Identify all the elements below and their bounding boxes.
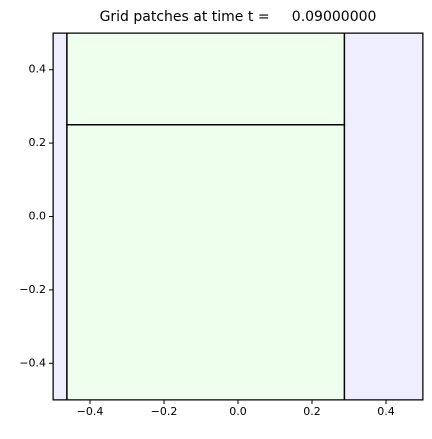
- grid-patch: [66, 124, 346, 400]
- x-tick-label: 0.4: [377, 405, 395, 418]
- y-tick-label: −0.4: [19, 356, 46, 369]
- y-tick-label: 0.4: [29, 63, 47, 76]
- x-tick-label: −0.4: [77, 405, 104, 418]
- y-tick-label: 0.2: [29, 136, 47, 149]
- patch-layer: [53, 33, 423, 400]
- x-tick-label: −0.2: [151, 405, 178, 418]
- y-tick-label: −0.2: [19, 283, 46, 296]
- grid-patch: [66, 33, 346, 126]
- x-tick-label: 0.0: [229, 405, 247, 418]
- y-tick-label: 0.0: [29, 210, 47, 223]
- x-tick-label: 0.2: [303, 405, 321, 418]
- chart-title: Grid patches at time t = 0.09000000: [100, 9, 377, 25]
